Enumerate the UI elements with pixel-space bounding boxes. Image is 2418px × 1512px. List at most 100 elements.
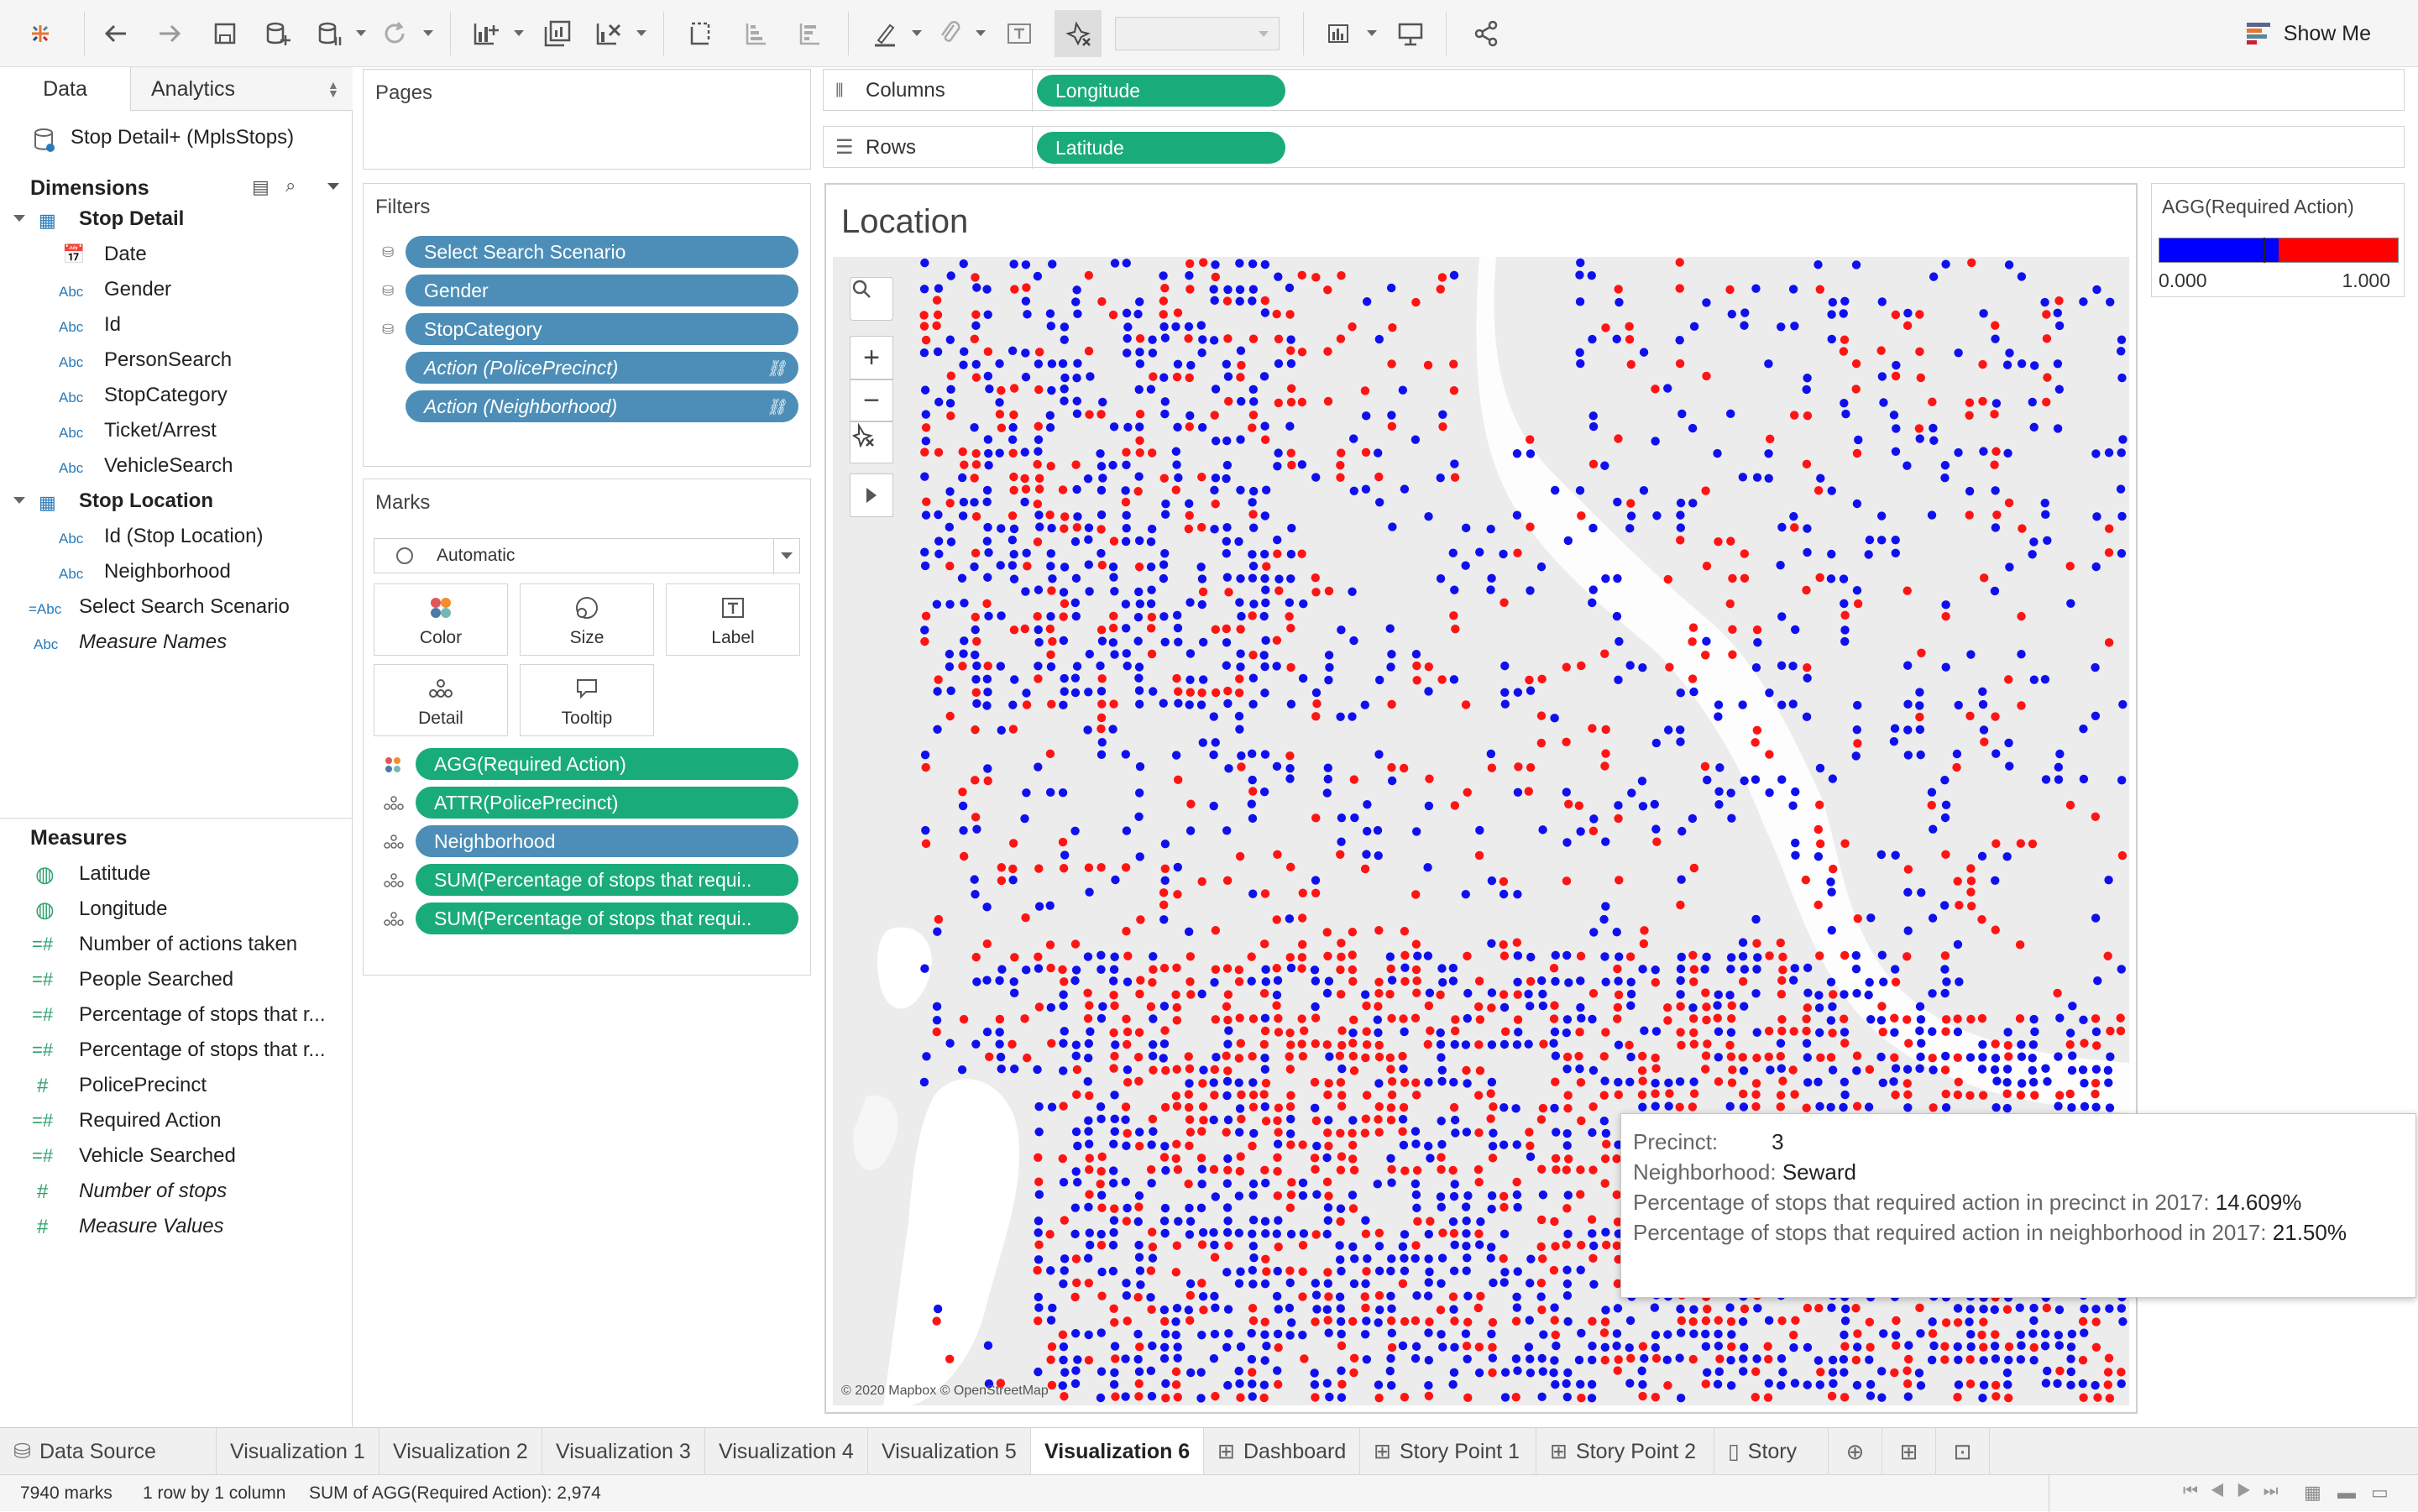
stop-mark[interactable] (1663, 725, 1673, 735)
stop-mark[interactable] (1400, 484, 1410, 494)
stop-mark[interactable] (1121, 1392, 1130, 1401)
stop-mark[interactable] (1260, 1165, 1269, 1175)
stop-mark[interactable] (1159, 1353, 1170, 1363)
stop-mark[interactable] (1966, 1342, 1976, 1352)
stop-mark[interactable] (1387, 1342, 1397, 1352)
stop-mark[interactable] (1828, 1028, 1837, 1038)
stop-mark[interactable] (1826, 574, 1836, 583)
stop-mark[interactable] (970, 334, 979, 343)
sheet-tab[interactable]: Visualization 1 (217, 1428, 379, 1475)
stop-mark[interactable] (1977, 1013, 1987, 1023)
stop-mark[interactable] (1803, 963, 1813, 973)
stop-mark[interactable] (971, 650, 980, 660)
share-icon[interactable] (1468, 15, 1505, 52)
stop-mark[interactable] (1034, 1127, 1044, 1137)
stop-mark[interactable] (1876, 1367, 1887, 1376)
stop-mark[interactable] (1349, 775, 1359, 784)
sheet-tab[interactable]: ⊞ Dashboard (1204, 1428, 1360, 1475)
stop-mark[interactable] (1387, 421, 1397, 432)
stop-mark[interactable] (1915, 434, 1924, 443)
stop-mark[interactable] (1072, 1278, 1081, 1288)
stop-mark[interactable] (1776, 1380, 1786, 1390)
stop-mark[interactable] (1261, 585, 1270, 594)
stop-mark[interactable] (1953, 1342, 1962, 1352)
stop-mark[interactable] (1109, 1139, 1118, 1148)
stop-mark[interactable] (1637, 777, 1647, 786)
stop-mark[interactable] (1122, 460, 1131, 469)
stop-mark[interactable] (1058, 788, 1068, 798)
stop-mark[interactable] (1008, 1039, 1017, 1049)
stop-mark[interactable] (1260, 549, 1269, 559)
stop-mark[interactable] (1625, 1379, 1635, 1388)
stop-mark[interactable] (1387, 1164, 1396, 1175)
stop-mark[interactable] (1486, 1114, 1495, 1123)
stop-mark[interactable] (1549, 1368, 1558, 1378)
stop-mark[interactable] (1084, 1039, 1094, 1049)
stop-mark[interactable] (2092, 512, 2101, 521)
stop-mark[interactable] (2041, 1064, 2050, 1073)
stop-mark[interactable] (1160, 1329, 1170, 1339)
stop-mark[interactable] (1965, 1355, 1975, 1364)
stop-mark[interactable] (1814, 852, 1824, 861)
stop-mark[interactable] (1249, 1253, 1259, 1263)
redo-icon[interactable] (151, 15, 188, 52)
stop-mark[interactable] (1361, 1114, 1371, 1123)
stop-mark[interactable] (2091, 812, 2100, 822)
stop-mark[interactable] (972, 698, 981, 709)
stop-mark[interactable] (1337, 1329, 1346, 1339)
stop-mark[interactable] (1184, 1090, 1194, 1099)
stop-mark[interactable] (1902, 1366, 1912, 1375)
stop-mark[interactable] (1839, 1014, 1849, 1023)
stop-mark[interactable] (945, 649, 955, 659)
size-button[interactable]: Size (520, 583, 654, 656)
stop-mark[interactable] (1438, 410, 1447, 419)
stop-mark[interactable] (1513, 1015, 1523, 1024)
stop-mark[interactable] (2003, 1393, 2013, 1403)
stop-mark[interactable] (1966, 1014, 1976, 1024)
stop-mark[interactable] (1651, 385, 1660, 394)
stop-mark[interactable] (1714, 1342, 1724, 1351)
stop-mark[interactable] (2106, 1026, 2115, 1036)
stop-mark[interactable] (1953, 1304, 1963, 1313)
stop-mark[interactable] (1941, 850, 1950, 860)
stop-mark[interactable] (1008, 725, 1018, 734)
stop-mark[interactable] (1386, 1316, 1396, 1326)
stop-mark[interactable] (1512, 1140, 1521, 1149)
stop-mark[interactable] (1577, 1240, 1586, 1250)
stop-mark[interactable] (1866, 1379, 1876, 1389)
stop-mark[interactable] (1916, 1329, 1925, 1338)
stop-mark[interactable] (1108, 1179, 1118, 1188)
stop-mark[interactable] (1097, 560, 1107, 570)
stop-mark[interactable] (1539, 1039, 1548, 1049)
stop-mark[interactable] (1362, 1267, 1371, 1276)
stop-mark[interactable] (1601, 749, 1610, 758)
stop-mark[interactable] (1186, 360, 1196, 370)
stop-mark[interactable] (1941, 600, 1950, 610)
stop-mark[interactable] (982, 939, 992, 949)
stop-mark[interactable] (971, 612, 980, 622)
stop-mark[interactable] (1260, 750, 1270, 759)
stop-mark[interactable] (1651, 1101, 1660, 1111)
stop-mark[interactable] (1713, 1379, 1723, 1389)
measure-field[interactable]: # PolicePrecinct (0, 1068, 353, 1103)
stop-mark[interactable] (1222, 359, 1232, 369)
stop-mark[interactable] (1903, 1392, 1913, 1401)
stop-mark[interactable] (1562, 737, 1571, 747)
stop-mark[interactable] (1865, 977, 1874, 987)
stop-mark[interactable] (1022, 788, 1031, 798)
stop-mark[interactable] (982, 285, 992, 294)
stop-mark[interactable] (1990, 1342, 2000, 1351)
stop-mark[interactable] (2065, 562, 2075, 571)
stop-mark[interactable] (1172, 1101, 1182, 1111)
stop-mark[interactable] (971, 373, 981, 382)
stop-mark[interactable] (1815, 839, 1825, 849)
stop-mark[interactable] (1337, 625, 1346, 635)
stop-mark[interactable] (1751, 738, 1760, 747)
stop-mark[interactable] (1866, 913, 1876, 923)
stop-mark[interactable] (1349, 1353, 1359, 1363)
measure-field[interactable]: =# Percentage of stops that r... (0, 1033, 353, 1068)
stop-mark[interactable] (1714, 1329, 1723, 1339)
stop-mark[interactable] (1285, 310, 1295, 319)
stop-mark[interactable] (1500, 1027, 1510, 1037)
stop-mark[interactable] (1398, 1279, 1408, 1289)
